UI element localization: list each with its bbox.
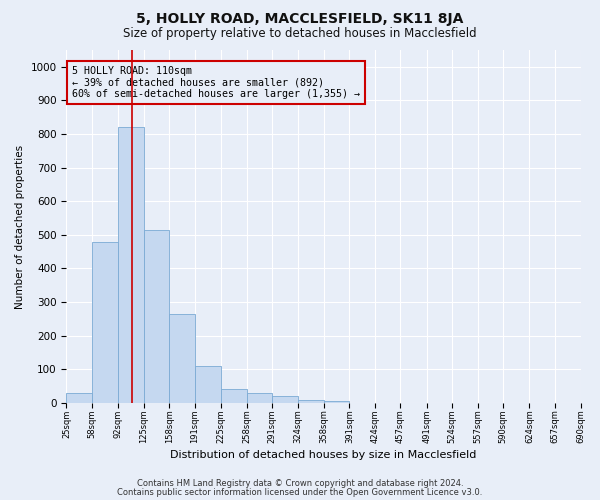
Text: Contains HM Land Registry data © Crown copyright and database right 2024.: Contains HM Land Registry data © Crown c… — [137, 479, 463, 488]
Bar — [324, 401, 349, 403]
Y-axis label: Number of detached properties: Number of detached properties — [15, 144, 25, 308]
Bar — [298, 400, 324, 403]
Bar — [169, 314, 195, 403]
Text: 5, HOLLY ROAD, MACCLESFIELD, SK11 8JA: 5, HOLLY ROAD, MACCLESFIELD, SK11 8JA — [136, 12, 464, 26]
Text: 5 HOLLY ROAD: 110sqm
← 39% of detached houses are smaller (892)
60% of semi-deta: 5 HOLLY ROAD: 110sqm ← 39% of detached h… — [71, 66, 359, 99]
Bar — [118, 128, 144, 403]
Bar — [195, 366, 221, 403]
Bar — [247, 393, 272, 403]
Bar — [67, 393, 92, 403]
X-axis label: Distribution of detached houses by size in Macclesfield: Distribution of detached houses by size … — [170, 450, 476, 460]
Bar — [272, 396, 298, 403]
Text: Size of property relative to detached houses in Macclesfield: Size of property relative to detached ho… — [123, 28, 477, 40]
Bar — [92, 242, 118, 403]
Text: Contains public sector information licensed under the Open Government Licence v3: Contains public sector information licen… — [118, 488, 482, 497]
Bar — [221, 390, 247, 403]
Bar — [144, 230, 169, 403]
